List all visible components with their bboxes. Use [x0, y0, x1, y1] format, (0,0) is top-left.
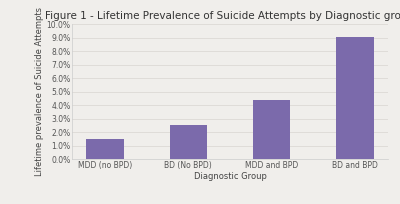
Y-axis label: Lifetime prevalence of Suicide Attempts: Lifetime prevalence of Suicide Attempts [35, 7, 44, 176]
Bar [336, 37, 374, 159]
X-axis label: Diagnostic Group: Diagnostic Group [194, 172, 266, 181]
Bar [170, 125, 207, 159]
Bar [86, 139, 124, 159]
Bar [253, 100, 290, 159]
Title: Figure 1 - Lifetime Prevalence of Suicide Attempts by Diagnostic group: Figure 1 - Lifetime Prevalence of Suicid… [46, 11, 400, 21]
